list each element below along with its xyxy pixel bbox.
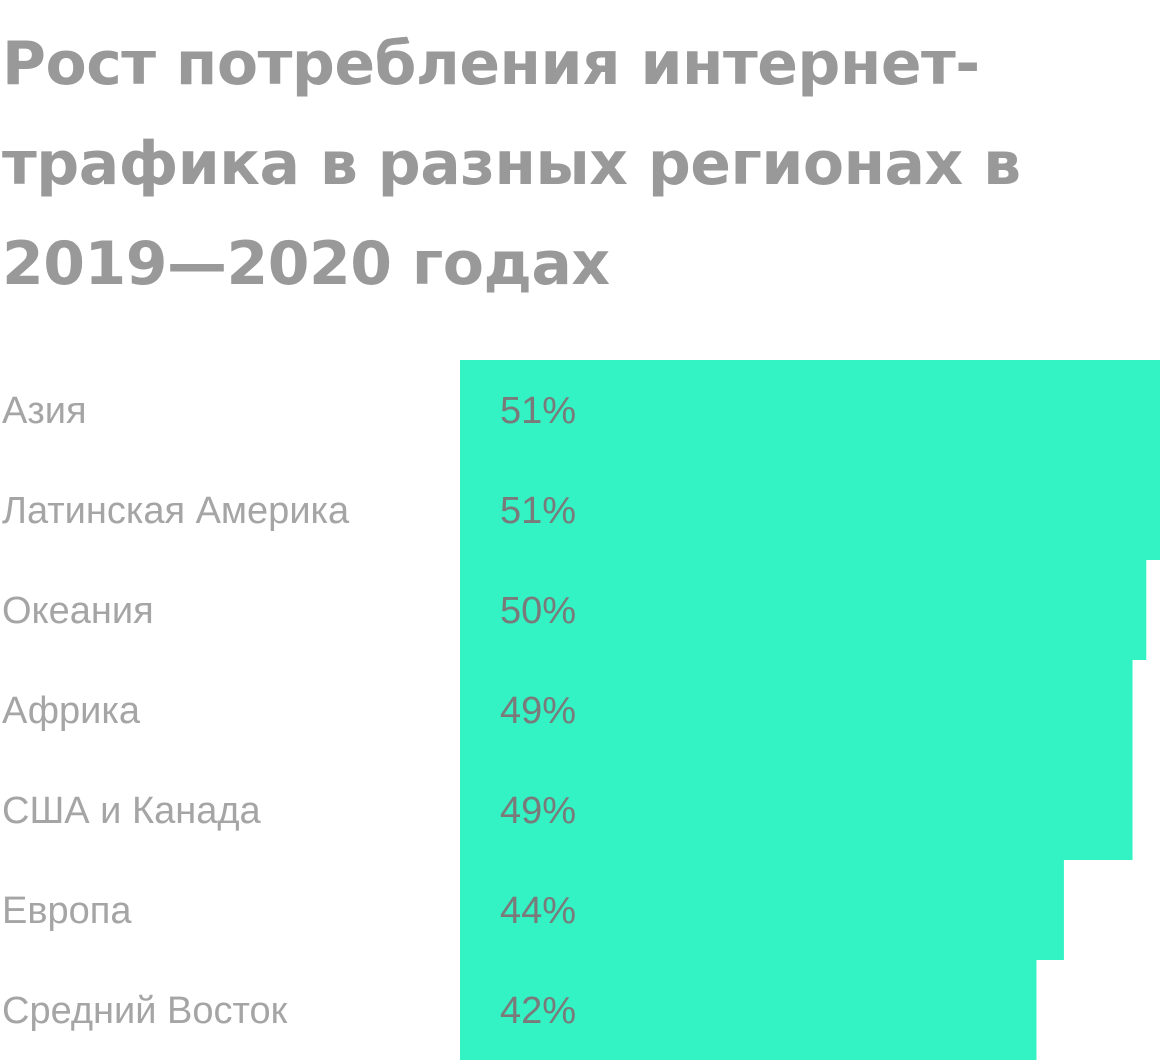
- value-labels: 51% 51% 50% 49% 49% 44% 42%: [500, 390, 576, 1032]
- value-label: 50%: [500, 590, 576, 632]
- category-labels: Азия Латинская Америка Океания Африка США и …: [2, 390, 350, 1032]
- bar-2: [460, 460, 1160, 560]
- bar-1: [460, 360, 1160, 460]
- bar-5: [460, 760, 1133, 860]
- value-label: 49%: [500, 690, 576, 732]
- bar-6: [460, 860, 1064, 960]
- bar-3: [460, 560, 1147, 660]
- bar-4: [460, 660, 1133, 760]
- category-label: США и Канада: [2, 790, 262, 832]
- chart-title: Рост потребления интернет-трафика в разн…: [2, 29, 1021, 299]
- bar-7: [460, 960, 1037, 1060]
- category-label: Океания: [2, 590, 154, 632]
- category-label: Европа: [2, 890, 132, 932]
- category-label: Латинская Америка: [2, 490, 350, 532]
- category-label: Средний Восток: [2, 990, 288, 1032]
- value-label: 49%: [500, 790, 576, 832]
- category-label: Африка: [2, 690, 141, 732]
- bars-group: [460, 360, 1160, 1060]
- value-label: 51%: [500, 490, 576, 532]
- value-label: 42%: [500, 990, 576, 1032]
- value-label: 44%: [500, 890, 576, 932]
- category-label: Азия: [2, 390, 87, 432]
- value-label: 51%: [500, 390, 576, 432]
